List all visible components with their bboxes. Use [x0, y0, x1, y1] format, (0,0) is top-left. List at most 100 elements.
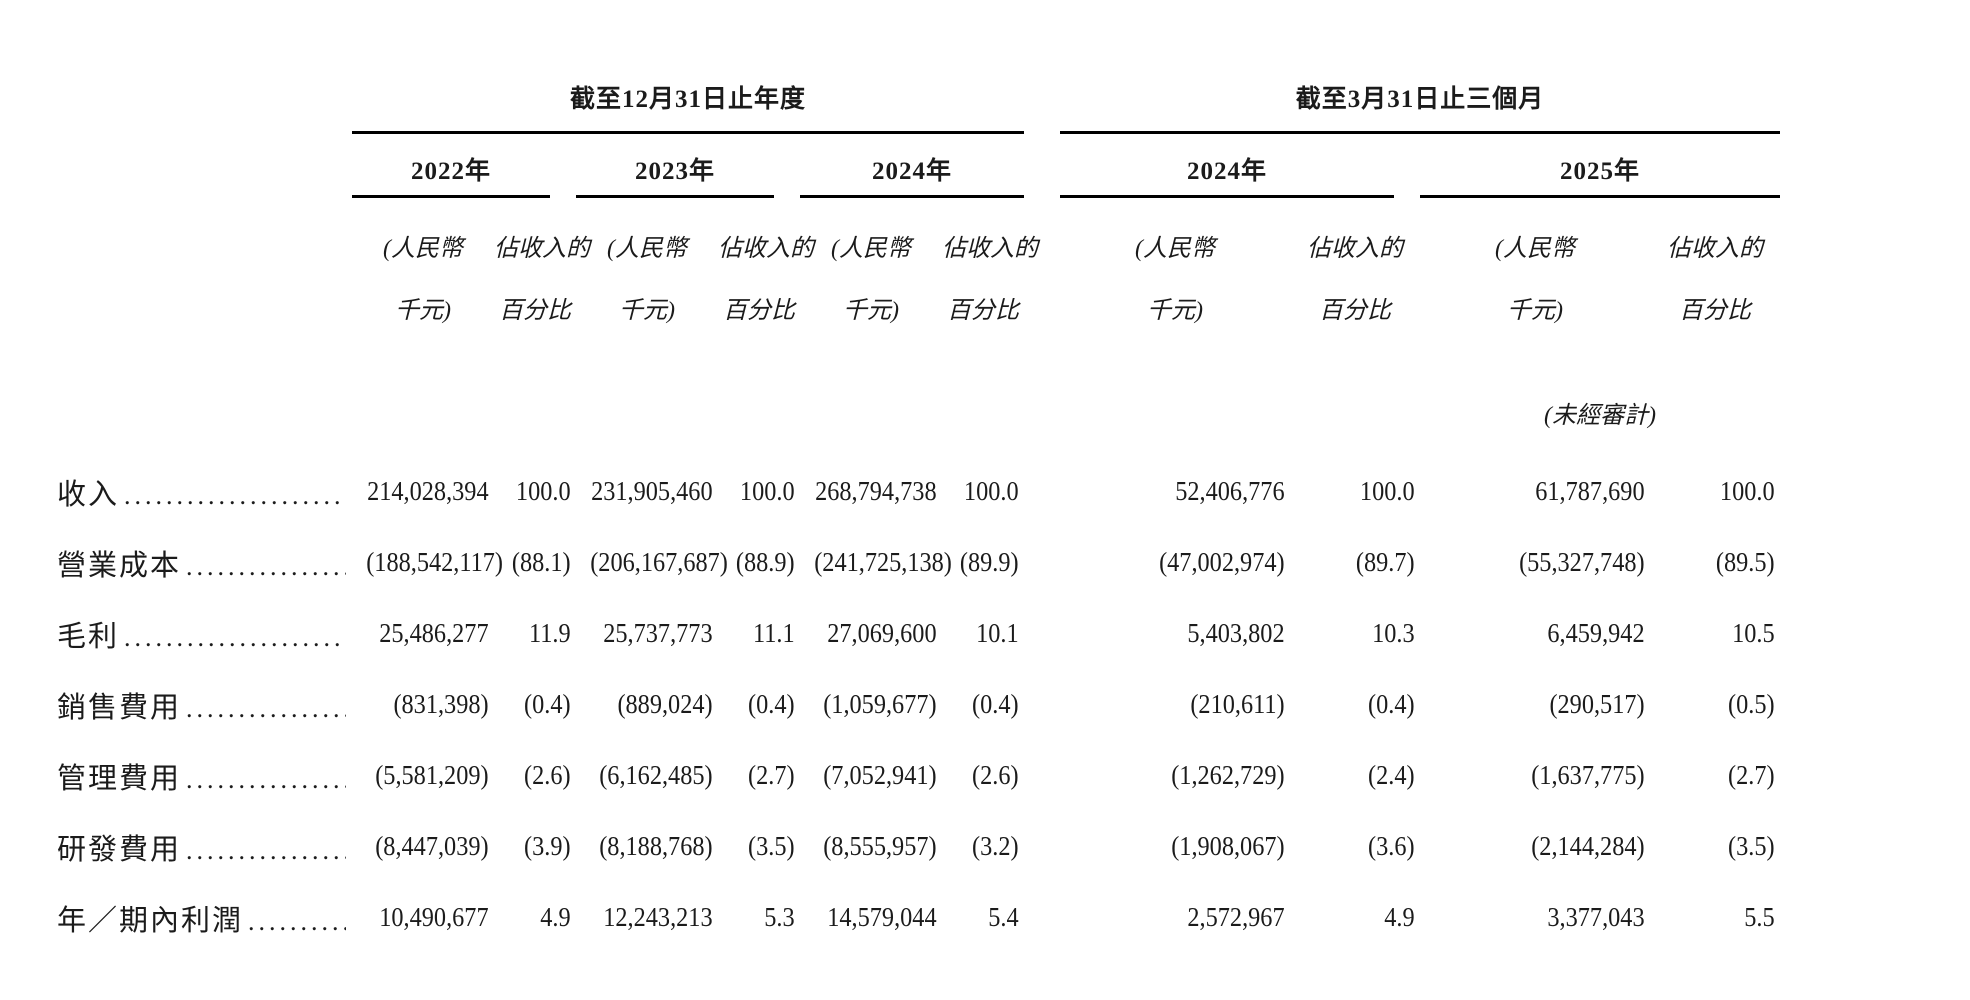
- table-row: 毛利 25,486,277 11.9 25,737,773 11.1 27,069,600…: [57, 598, 1780, 669]
- table-row: 研發費用 (8,447,039) (3.9) (8,188,768) (3.5) (8,5…: [57, 811, 1780, 882]
- amount-cell: (241,725,138): [814, 547, 952, 577]
- year-header-2023: 2023年: [576, 134, 774, 198]
- percent-cell: (3.6): [1368, 831, 1415, 861]
- percent-cell: 100.0: [739, 476, 795, 506]
- dot-leader: [186, 694, 346, 724]
- subheader-pct: 佔收入的: [942, 236, 1038, 262]
- table-row: 年／期內利潤 10,490,677 4.9 12,243,213 5.3 14,579,0…: [57, 882, 1780, 953]
- percent-cell: (0.4): [748, 689, 795, 719]
- subheader-unit: 千元): [395, 298, 451, 324]
- amount-cell: 14,579,044: [827, 902, 937, 932]
- row-label: 營業成本: [57, 542, 352, 584]
- subheader-pct2: 百分比: [947, 298, 1019, 324]
- unaudited-note: (未經審計): [1544, 403, 1656, 429]
- percent-cell: (89.5): [1715, 547, 1775, 577]
- subheader-pct2: 百分比: [1319, 298, 1391, 324]
- dot-leader: [186, 552, 346, 582]
- percent-cell: 100.0: [963, 476, 1019, 506]
- percent-cell: 100.0: [1359, 476, 1415, 506]
- percent-cell: 4.9: [540, 902, 571, 932]
- row-label: 年／期內利潤: [57, 897, 352, 939]
- percent-cell: 100.0: [1719, 476, 1775, 506]
- amount-cell: 10,490,677: [379, 902, 489, 932]
- percent-cell: 4.9: [1384, 902, 1415, 932]
- amount-cell: (188,542,117): [366, 547, 503, 577]
- period-group-quarterly: 截至3月31日止三個月: [1060, 79, 1780, 134]
- percent-cell: 11.9: [528, 618, 571, 648]
- row-label-text: 銷售費用: [57, 691, 182, 724]
- amount-cell: (210,611): [1190, 689, 1285, 719]
- amount-cell: (55,327,748): [1519, 547, 1645, 577]
- percent-cell: 10.5: [1732, 618, 1775, 648]
- row-label: 收入: [57, 471, 352, 513]
- amount-cell: (206,167,687): [590, 547, 728, 577]
- percent-cell: (88.9): [735, 547, 795, 577]
- row-label-text: 營業成本: [57, 549, 182, 582]
- percent-cell: (3.2): [972, 831, 1019, 861]
- subheader-unit: 千元): [1147, 298, 1203, 324]
- table-body: 收入 214,028,394 100.0 231,905,460 100.0 268,79…: [57, 456, 1780, 953]
- row-label: 毛利: [57, 613, 352, 655]
- amount-cell: 52,406,776: [1175, 476, 1285, 506]
- amount-cell: (1,637,775): [1531, 760, 1645, 790]
- row-label-text: 毛利: [57, 620, 120, 653]
- amount-cell: 231,905,460: [591, 476, 713, 506]
- financial-summary-table: 截至12月31日止年度 截至3月31日止三個月 2022年 2023年 2024…: [57, 56, 1780, 953]
- dot-leader: [124, 623, 346, 653]
- dot-leader: [248, 907, 346, 937]
- subheader-currency: (人民幣: [1135, 236, 1215, 262]
- percent-cell: 10.1: [976, 618, 1019, 648]
- row-label: 管理費用: [57, 755, 352, 797]
- percent-cell: (2.7): [748, 760, 795, 790]
- subheader-pct: 佔收入的: [718, 236, 814, 262]
- amount-cell: (1,059,677): [823, 689, 937, 719]
- percent-cell: 10.3: [1372, 618, 1415, 648]
- amount-cell: 25,737,773: [603, 618, 713, 648]
- amount-cell: 27,069,600: [827, 618, 937, 648]
- table-row: 管理費用 (5,581,209) (2.6) (6,162,485) (2.7) (7,0…: [57, 740, 1780, 811]
- percent-cell: (3.5): [1728, 831, 1775, 861]
- subheader-pct2: 百分比: [723, 298, 795, 324]
- amount-cell: (2,144,284): [1531, 831, 1645, 861]
- percent-cell: (2.7): [1728, 760, 1775, 790]
- percent-cell: (2.4): [1368, 760, 1415, 790]
- amount-cell: (889,024): [617, 689, 713, 719]
- subheader-currency: (人民幣: [1495, 236, 1575, 262]
- percent-cell: (89.7): [1355, 547, 1415, 577]
- period-group-annual: 截至12月31日止年度: [352, 79, 1024, 134]
- amount-cell: (8,555,957): [823, 831, 937, 861]
- subheader-pct2: 百分比: [1679, 298, 1751, 324]
- amount-cell: (8,447,039): [375, 831, 489, 861]
- amount-cell: (6,162,485): [599, 760, 713, 790]
- amount-cell: (290,517): [1549, 689, 1645, 719]
- row-label-text: 研發費用: [57, 833, 182, 866]
- amount-cell: 2,572,967: [1187, 902, 1285, 932]
- subheader-currency: (人民幣: [607, 236, 687, 262]
- percent-cell: (89.9): [959, 547, 1019, 577]
- row-label-text: 管理費用: [57, 762, 182, 795]
- dot-leader: [186, 765, 346, 795]
- subheader-currency: (人民幣: [383, 236, 463, 262]
- year-header-2024: 2024年: [800, 134, 1024, 198]
- table-row: 銷售費用 (831,398) (0.4) (889,024) (0.4) (1,059,6…: [57, 669, 1780, 740]
- row-label: 銷售費用: [57, 684, 352, 726]
- percent-cell: 100.0: [515, 476, 571, 506]
- percent-cell: (0.4): [1368, 689, 1415, 719]
- amount-cell: (1,262,729): [1171, 760, 1285, 790]
- percent-cell: 11.1: [752, 618, 795, 648]
- dot-leader: [124, 481, 346, 511]
- document-page: 截至12月31日止年度 截至3月31日止三個月 2022年 2023年 2024…: [0, 0, 1970, 953]
- year-header-2025-q1: 2025年: [1420, 134, 1780, 198]
- table-row: 收入 214,028,394 100.0 231,905,460 100.0 268,79…: [57, 456, 1780, 527]
- amount-cell: (7,052,941): [823, 760, 937, 790]
- row-label-text: 收入: [57, 478, 120, 511]
- year-header-2022: 2022年: [352, 134, 550, 198]
- amount-cell: 5,403,802: [1187, 618, 1285, 648]
- table-row: 營業成本 (188,542,117) (88.1) (206,167,687)(88.…: [57, 527, 1780, 598]
- percent-cell: (3.5): [748, 831, 795, 861]
- subheader-pct: 佔收入的: [1307, 236, 1403, 262]
- subheader-unit: 千元): [843, 298, 899, 324]
- amount-cell: 12,243,213: [603, 902, 713, 932]
- percent-cell: (2.6): [524, 760, 571, 790]
- percent-cell: (0.5): [1728, 689, 1775, 719]
